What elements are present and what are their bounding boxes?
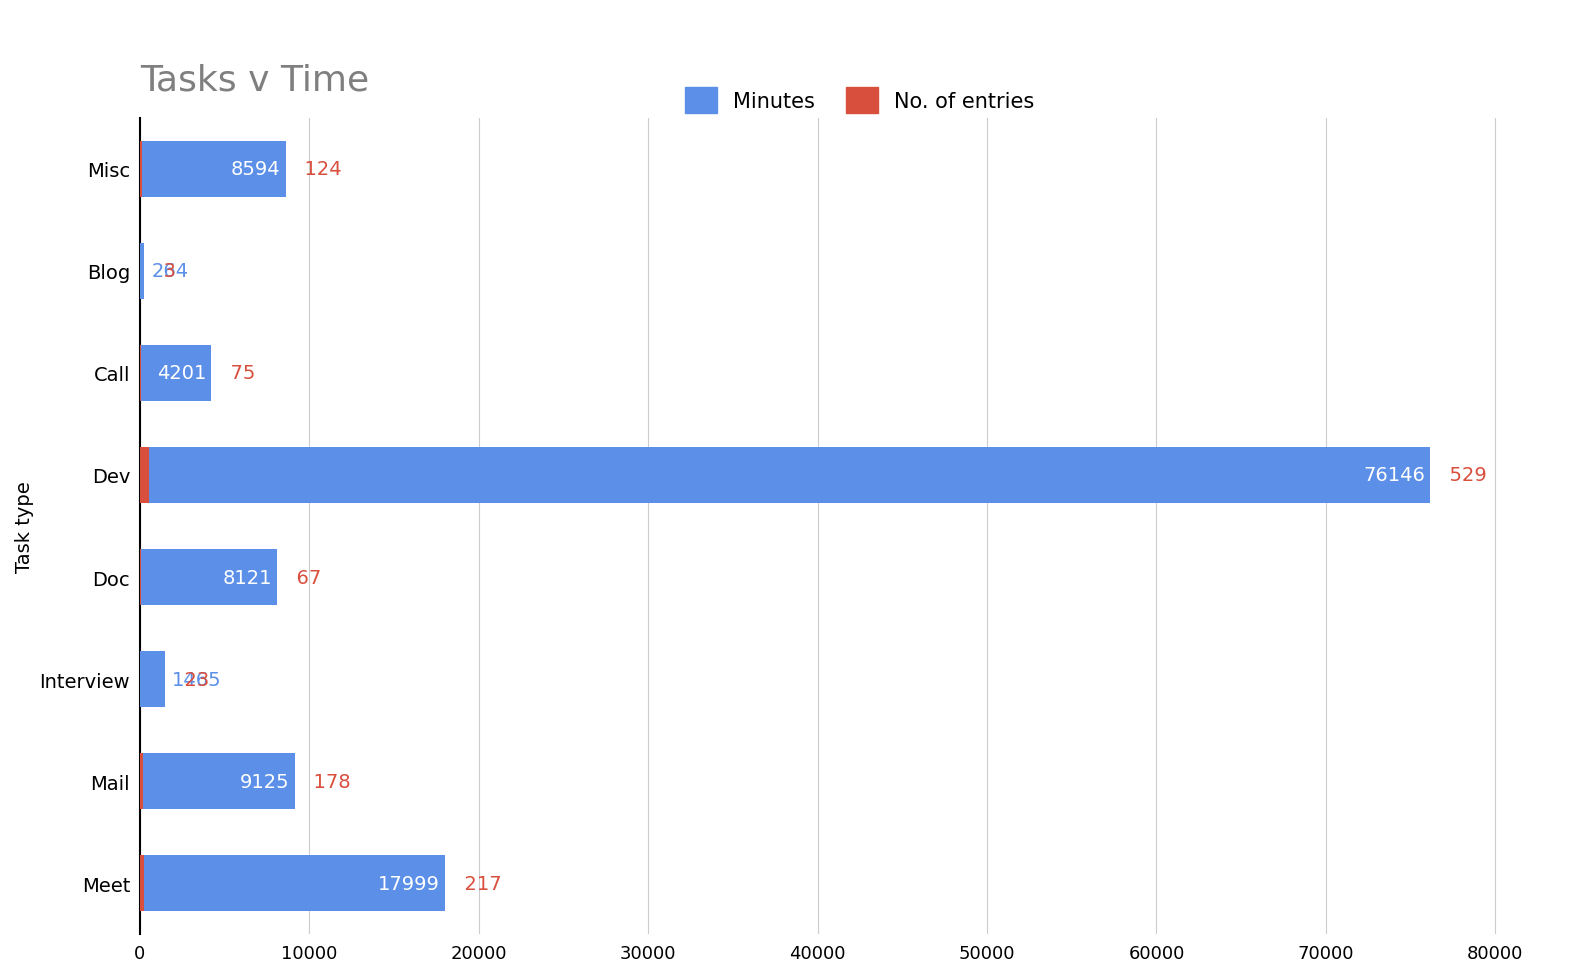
Text: 264: 264 bbox=[152, 262, 188, 281]
Legend: Minutes, No. of entries: Minutes, No. of entries bbox=[676, 80, 1043, 122]
Text: 4201: 4201 bbox=[156, 364, 206, 383]
Text: 8594: 8594 bbox=[231, 160, 281, 179]
Bar bbox=[140, 855, 144, 912]
Bar bbox=[140, 652, 164, 707]
Bar bbox=[140, 753, 295, 809]
Bar bbox=[140, 549, 278, 606]
Text: 8121: 8121 bbox=[223, 568, 273, 587]
Text: 76146: 76146 bbox=[1364, 466, 1424, 485]
Text: 124: 124 bbox=[292, 160, 341, 179]
Text: Tasks v Time: Tasks v Time bbox=[140, 64, 368, 98]
Text: 9125: 9125 bbox=[239, 772, 289, 790]
Y-axis label: Task type: Task type bbox=[14, 481, 33, 573]
Text: 23: 23 bbox=[172, 670, 209, 689]
Bar bbox=[140, 142, 286, 197]
Text: 3: 3 bbox=[152, 262, 175, 281]
Text: 217: 217 bbox=[451, 873, 501, 893]
Bar bbox=[140, 142, 142, 197]
Bar bbox=[140, 346, 211, 402]
Bar bbox=[140, 753, 144, 809]
Bar bbox=[140, 855, 445, 912]
Text: 529: 529 bbox=[1437, 466, 1487, 485]
Bar bbox=[140, 447, 148, 503]
Bar bbox=[140, 447, 1431, 503]
Text: 75: 75 bbox=[219, 364, 255, 383]
Text: 67: 67 bbox=[284, 568, 322, 587]
Text: 1465: 1465 bbox=[172, 670, 222, 689]
Text: 17999: 17999 bbox=[378, 873, 440, 893]
Text: 178: 178 bbox=[301, 772, 351, 790]
Bar bbox=[140, 243, 145, 300]
